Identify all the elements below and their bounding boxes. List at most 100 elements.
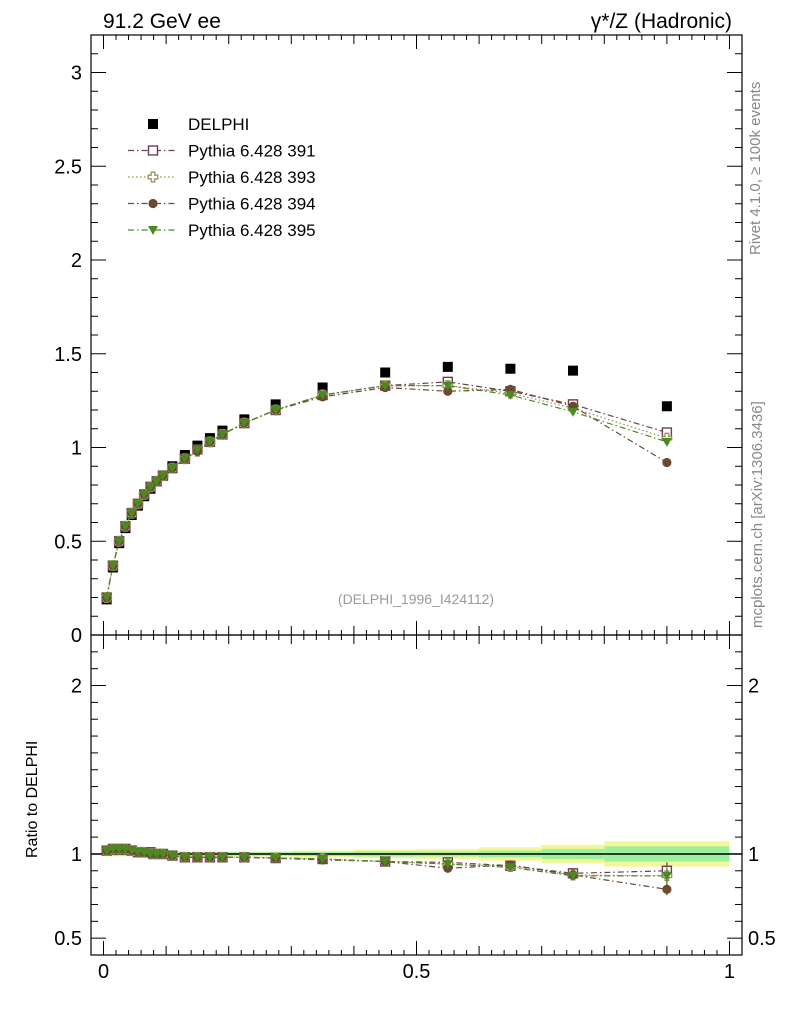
ratio-point — [204, 853, 215, 863]
rivet-version-label: Rivet 4.1.0, ≥ 100k events — [747, 82, 764, 255]
ratio-point — [179, 853, 190, 863]
data-point — [661, 437, 672, 447]
data-point — [380, 381, 391, 391]
ratio-point — [157, 849, 168, 859]
legend-marker — [148, 119, 158, 129]
data-point — [157, 471, 168, 481]
ratio-point — [114, 844, 125, 854]
ratio-panel: 0 0.5 1 0.5 0.5 1 1 2 2 — [54, 634, 776, 983]
data-point — [442, 361, 453, 372]
data-point — [662, 457, 672, 468]
ratio-plot-frame — [90, 634, 743, 956]
ratio-y-tick-label-right: 0.5 — [748, 928, 776, 950]
data-point — [120, 522, 131, 532]
series-line — [106, 381, 668, 598]
data-point — [179, 454, 190, 464]
main-y-tick-label: 3 — [71, 63, 82, 85]
data-point — [661, 401, 672, 412]
ratio-point — [567, 871, 578, 881]
ratio-point — [380, 857, 391, 867]
ratio-y-tick-label-right: 2 — [748, 676, 759, 698]
data-point — [317, 382, 328, 393]
series-4-main — [101, 381, 672, 603]
data-point — [567, 365, 578, 376]
series-0-main — [101, 361, 672, 605]
data-point — [192, 445, 203, 455]
main-y-tick-label: 1.5 — [54, 344, 82, 366]
mcplots-label: mcplots.cern.ch [arXiv:1306.3436] — [749, 401, 766, 628]
ratio-point — [239, 853, 250, 863]
data-point — [132, 499, 143, 509]
x-tick-label: 1 — [724, 961, 735, 983]
ratio-point — [661, 871, 672, 881]
x-tick-label: 0.5 — [403, 961, 431, 983]
ratio-y-tick-label: 1 — [71, 844, 82, 866]
ratio-point — [107, 844, 118, 854]
legend-item: DELPHI — [148, 115, 249, 134]
data-point — [317, 391, 328, 400]
legend-label: Pythia 6.428 393 — [188, 168, 316, 187]
ratio-point — [270, 853, 281, 863]
legend-item: Pythia 6.428 394 — [128, 195, 316, 214]
data-point — [126, 509, 137, 519]
legend-item: Pythia 6.428 393 — [128, 168, 316, 187]
legend-item: Pythia 6.428 395 — [128, 221, 316, 240]
ratio-point — [101, 846, 112, 856]
main-y-tick-label: 0 — [71, 625, 82, 647]
header-left-title: 91.2 GeV ee — [103, 10, 221, 33]
ratio-point — [151, 849, 162, 859]
data-point — [167, 464, 178, 474]
ratio-y-tick-label-right: 1 — [748, 844, 759, 866]
data-point — [380, 367, 391, 378]
series-line — [106, 385, 668, 598]
legend-label: Pythia 6.428 391 — [188, 142, 316, 161]
data-point — [139, 490, 150, 500]
data-point — [101, 593, 112, 603]
data-point — [443, 386, 453, 396]
main-panel: 0 0.5 1 1.5 2 2.5 3 — [54, 34, 743, 647]
data-point — [270, 406, 281, 415]
series-4-ratio — [101, 844, 672, 885]
legend-marker — [147, 171, 159, 183]
data-point — [151, 477, 162, 487]
ratio-point — [145, 849, 156, 859]
header-right-title: γ*/Z (Hadronic) — [591, 10, 732, 33]
ratio-point — [442, 860, 453, 870]
ratio-point — [662, 884, 672, 894]
analysis-watermark: (DELPHI_1996_I424112) — [338, 591, 494, 607]
ratio-y-tick-label: 2 — [71, 676, 82, 698]
legend: DELPHI Pythia 6.428 391 Pythia 6.428 393 Py… — [128, 115, 316, 240]
series-line — [106, 386, 668, 598]
legend-label: Pythia 6.428 395 — [188, 221, 316, 240]
data-point — [114, 537, 125, 547]
ratio-point — [217, 853, 228, 863]
legend-item: Pythia 6.428 391 — [128, 142, 316, 161]
data-point — [442, 381, 453, 391]
data-point — [505, 391, 516, 400]
ratio-point — [132, 848, 143, 858]
ratio-point — [317, 855, 328, 864]
data-point — [270, 399, 281, 410]
data-point — [567, 407, 578, 417]
data-point — [204, 437, 215, 447]
main-y-tick-label: 0.5 — [54, 531, 82, 553]
main-y-tick-label: 1 — [71, 438, 82, 460]
x-tick-label: 0 — [98, 961, 109, 983]
data-point — [239, 419, 250, 429]
legend-marker — [147, 145, 159, 156]
ratio-point — [192, 853, 203, 863]
legend-marker — [148, 198, 158, 209]
data-point — [505, 363, 516, 374]
legend-label: DELPHI — [188, 115, 249, 134]
data-point — [107, 561, 118, 571]
ratio-point — [505, 863, 516, 873]
data-point — [217, 430, 228, 440]
ratio-point — [167, 851, 178, 861]
main-y-tick-label: 2.5 — [54, 156, 82, 178]
legend-marker — [148, 226, 158, 235]
data-point — [145, 482, 156, 492]
legend-label: Pythia 6.428 394 — [188, 195, 316, 214]
series-line — [106, 385, 668, 598]
series-1-main — [101, 376, 673, 603]
